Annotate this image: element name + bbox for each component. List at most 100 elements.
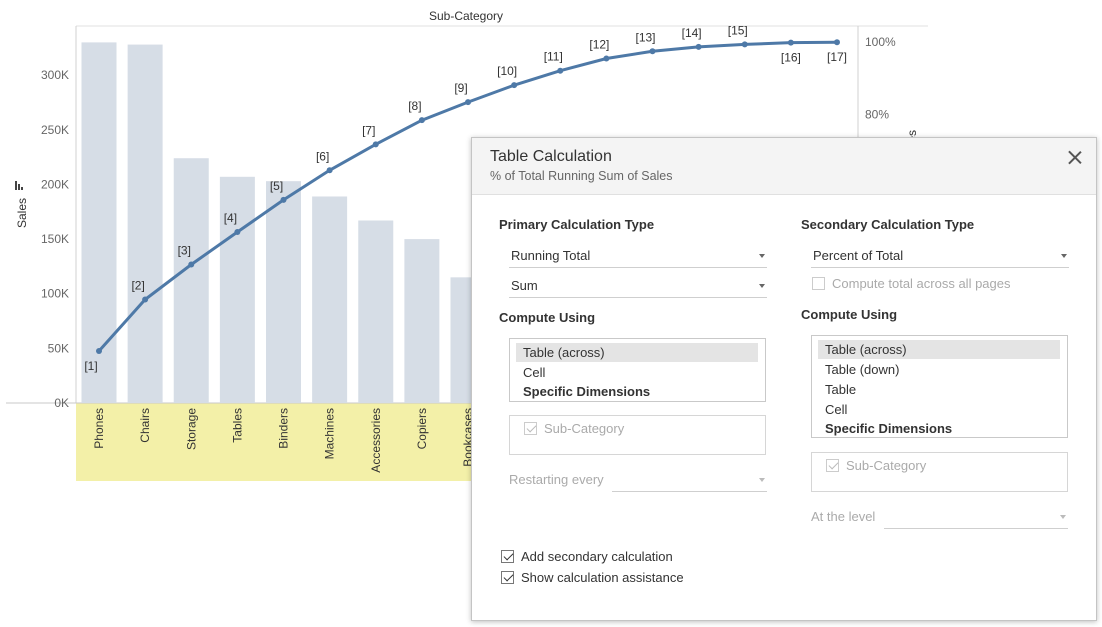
primary-calc-type-value: Running Total (511, 248, 591, 263)
dimension-label: Sub-Category (846, 458, 927, 473)
list-item-table-down[interactable]: Table (down) (825, 362, 900, 377)
x-category-label[interactable]: Machines (323, 408, 337, 459)
point-index-label: [7] (362, 123, 375, 137)
chevron-down-icon (759, 478, 765, 482)
y2-tick-label: 80% (865, 107, 889, 121)
y-tick-label: 150K (41, 232, 69, 246)
bar[interactable] (127, 44, 163, 403)
list-item-table-across[interactable]: Table (across) (818, 340, 1060, 359)
restarting-every-label: Restarting every (509, 472, 604, 487)
primary-dimension-list: Sub-Category (509, 415, 766, 455)
line-point[interactable] (695, 43, 702, 50)
line-point[interactable] (603, 55, 610, 62)
point-index-label: [12] (589, 37, 609, 51)
dimension-label: Sub-Category (544, 421, 625, 436)
y-tick-label: 300K (41, 68, 69, 82)
bar[interactable] (81, 42, 117, 404)
primary-compute-using-heading: Compute Using (499, 310, 596, 325)
secondary-calc-type-dropdown[interactable]: Percent of Total (811, 245, 1069, 268)
line-point[interactable] (142, 296, 149, 303)
list-item-table[interactable]: Table (825, 382, 857, 397)
point-index-label: [9] (454, 81, 467, 95)
line-point[interactable] (511, 82, 518, 89)
list-item-specific-dimensions[interactable]: Specific Dimensions (523, 384, 651, 399)
add-secondary-calc-label: Add secondary calculation (521, 549, 673, 564)
y-tick-label: 0K (54, 396, 69, 410)
bar[interactable] (312, 196, 348, 403)
line-point[interactable] (787, 39, 794, 46)
line-point[interactable] (834, 39, 840, 46)
point-index-label: [10] (497, 64, 517, 78)
secondary-compute-using-list[interactable]: Table (across) Table (down) Table Cell S… (811, 335, 1068, 438)
primary-calc-heading: Primary Calculation Type (499, 217, 655, 232)
list-item-specific-dimensions[interactable]: Specific Dimensions (825, 421, 953, 436)
line-point[interactable] (741, 41, 748, 48)
point-index-label: [17] (827, 50, 847, 64)
secondary-calc-heading: Secondary Calculation Type (801, 217, 975, 232)
sort-icon[interactable] (15, 181, 23, 190)
line-point[interactable] (372, 141, 379, 148)
bar[interactable] (266, 181, 301, 403)
aggregation-value: Sum (511, 278, 538, 293)
point-index-label: [11] (544, 50, 563, 64)
list-item-cell[interactable]: Cell (825, 402, 848, 417)
x-category-label[interactable]: Accessories (369, 408, 383, 473)
y2-tick-label: 100% (865, 35, 896, 49)
y-tick-label: 50K (48, 341, 69, 355)
show-calc-assistance-label: Show calculation assistance (521, 570, 684, 585)
checkbox (524, 422, 537, 435)
secondary-compute-using-heading: Compute Using (801, 307, 898, 322)
column-header-title: Sub-Category (429, 9, 503, 23)
line-point[interactable] (557, 67, 564, 74)
bar[interactable] (173, 158, 209, 403)
checkbox[interactable] (501, 550, 514, 563)
point-index-label: [8] (408, 99, 421, 113)
point-index-label: [14] (682, 26, 702, 40)
bar[interactable] (219, 176, 255, 403)
point-index-label: [3] (178, 243, 191, 257)
y-axis-title-group[interactable]: Sales (15, 181, 29, 228)
bar[interactable] (358, 220, 394, 403)
line-point[interactable] (188, 261, 195, 268)
checkbox[interactable] (501, 571, 514, 584)
secondary-calc-type-value: Percent of Total (813, 248, 904, 263)
point-index-label: [13] (635, 30, 655, 44)
line-point[interactable] (649, 48, 656, 55)
x-category-label[interactable]: Tables (230, 408, 244, 443)
line-point[interactable] (280, 196, 287, 203)
x-category-label[interactable]: Chairs (138, 408, 152, 443)
bar[interactable] (404, 239, 440, 403)
y-tick-label: 250K (41, 123, 69, 137)
list-item-table-across[interactable]: Table (across) (516, 343, 758, 362)
checkbox (826, 459, 839, 472)
aggregation-dropdown[interactable]: Sum (509, 275, 767, 298)
x-category-label[interactable]: Copiers (415, 408, 429, 449)
x-category-label[interactable]: Storage (184, 408, 198, 450)
primary-calc-type-dropdown[interactable]: Running Total (509, 245, 767, 268)
chevron-down-icon (1061, 254, 1067, 258)
chevron-down-icon (1060, 515, 1066, 519)
list-item-cell[interactable]: Cell (523, 365, 546, 380)
highlighted-header-band (76, 403, 476, 481)
line-point[interactable] (234, 228, 241, 235)
line-point[interactable] (465, 99, 471, 106)
point-index-label: [6] (316, 149, 329, 163)
primary-compute-using-list[interactable]: Table (across) Cell Specific Dimensions (509, 338, 766, 402)
dialog-subtitle: % of Total Running Sum of Sales (490, 169, 673, 183)
secondary-dimension-list: Sub-Category (811, 452, 1068, 492)
table-calculation-dialog: Table Calculation % of Total Running Sum… (471, 137, 1097, 621)
line-point[interactable] (96, 348, 102, 355)
x-category-label[interactable]: Phones (92, 408, 106, 449)
point-index-label: [16] (781, 51, 801, 65)
line-point[interactable] (326, 167, 333, 174)
line-point[interactable] (418, 117, 425, 124)
y-axis-title: Sales (15, 198, 29, 228)
at-the-level-label: At the level (811, 509, 876, 524)
point-index-label: [1] (84, 359, 97, 373)
at-the-level-dropdown[interactable] (884, 506, 1068, 529)
restarting-every-dropdown[interactable] (612, 469, 767, 492)
point-index-label: [4] (224, 211, 237, 225)
x-category-label[interactable]: Binders (277, 408, 291, 449)
close-icon[interactable] (1064, 147, 1086, 169)
